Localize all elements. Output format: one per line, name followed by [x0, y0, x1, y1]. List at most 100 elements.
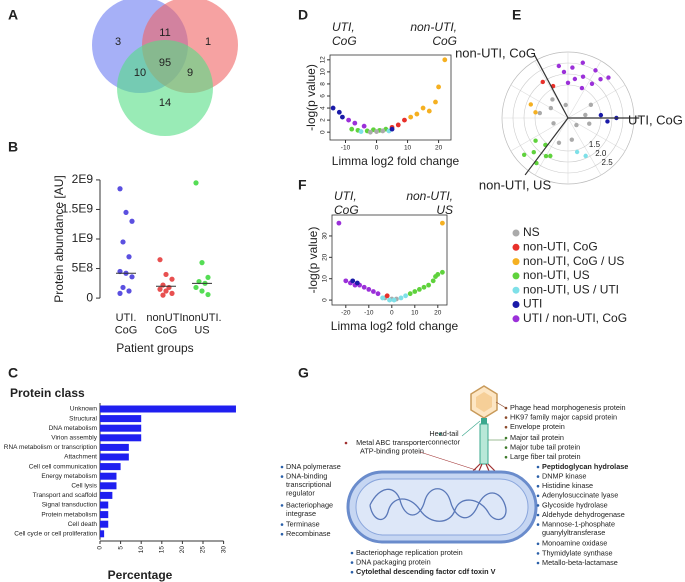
point — [533, 138, 538, 143]
bullet — [536, 542, 540, 546]
point — [565, 80, 571, 86]
point — [126, 288, 132, 294]
protein-label: Major tube tail protein — [510, 443, 580, 452]
y-tick-label: 4 — [320, 106, 327, 110]
point — [414, 111, 420, 117]
x-axis-label: Percentage — [108, 568, 173, 582]
protein-label: Bacteriophage integrase — [286, 500, 333, 517]
point — [352, 120, 358, 126]
bullet — [536, 465, 540, 469]
point — [569, 137, 575, 142]
legend-marker — [512, 229, 520, 237]
legend-label: UTI / non-UTI, CoG — [523, 311, 627, 325]
bar — [100, 520, 109, 528]
axis-line — [534, 54, 569, 119]
point — [391, 297, 397, 303]
panel-letter: D — [298, 7, 308, 23]
connector-line — [419, 451, 477, 471]
y-tick-label: 1E9 — [72, 231, 94, 245]
bullet — [350, 570, 354, 574]
protein-label: Glycoside hydrolase — [542, 500, 608, 509]
category-label: Structural — [69, 415, 97, 422]
point — [374, 129, 379, 134]
category-label: Virion assembly — [51, 435, 98, 442]
point — [395, 122, 401, 128]
y-tick-label: 6 — [320, 94, 327, 98]
point — [587, 121, 592, 126]
point — [375, 291, 381, 297]
point — [126, 254, 132, 260]
legend-marker — [512, 286, 520, 294]
bullet — [504, 416, 508, 419]
y-tick-label: 2E9 — [72, 172, 94, 186]
protein-label: Recombinase — [286, 529, 331, 538]
point — [570, 65, 575, 70]
transporter-label: Metal ABC transporter ATP-binding protein — [356, 438, 428, 455]
point — [408, 114, 414, 120]
point — [117, 290, 123, 296]
x-tick-label: -10 — [364, 310, 374, 317]
point — [551, 121, 556, 126]
bullet — [280, 523, 284, 526]
point — [598, 77, 603, 82]
category-label: Attachment — [64, 454, 97, 461]
point — [199, 260, 205, 266]
phage-tail — [479, 423, 489, 465]
bullet — [438, 432, 442, 436]
x-tick-label: 25 — [200, 546, 207, 554]
point — [389, 126, 395, 132]
point — [550, 97, 555, 102]
category-label: Transport and scaffold — [33, 492, 98, 499]
point — [561, 69, 567, 75]
legend-label: non-UTI, CoG / US — [523, 254, 624, 268]
venn-count: 14 — [159, 97, 171, 109]
point — [349, 126, 355, 132]
point — [417, 286, 422, 292]
point — [548, 105, 554, 111]
x-tick-label: 0 — [375, 145, 379, 152]
panel-letter: B — [8, 139, 18, 155]
category-label: Cell lysis — [71, 483, 97, 490]
r-tick-label: 2.5 — [602, 158, 614, 167]
connector-line — [461, 420, 481, 437]
bullet — [280, 504, 284, 507]
point — [421, 284, 427, 290]
legend-marker — [512, 243, 520, 251]
point — [606, 75, 611, 80]
bullet — [280, 532, 284, 536]
protein-label: DNMP kinase — [542, 472, 586, 481]
point — [572, 76, 578, 82]
bullet — [536, 513, 540, 517]
bullet — [344, 441, 348, 445]
y-tick-label: 0 — [86, 290, 93, 304]
r-tick-label: 1.5 — [589, 140, 601, 149]
x-tick-label: -20 — [341, 310, 351, 317]
category-label: RNA metabolism or transcription — [4, 444, 98, 451]
protein-label: DNA packaging protein — [356, 558, 431, 567]
dna — [369, 488, 507, 522]
y-axis-label: -log(p value) — [304, 64, 318, 131]
left-title: UTI, CoG — [334, 189, 359, 217]
protein-label: Terminase — [286, 520, 320, 529]
point — [403, 293, 408, 299]
axis-line — [524, 117, 569, 176]
legend-label: UTI — [523, 297, 542, 311]
venn-count: 9 — [187, 67, 193, 79]
point — [380, 295, 385, 301]
point — [193, 180, 199, 186]
point — [440, 220, 445, 226]
point — [402, 117, 407, 123]
point — [199, 288, 205, 294]
point — [436, 84, 441, 90]
point — [442, 57, 448, 63]
protein-label: DNA-binding transcriptional regulator — [286, 472, 332, 498]
y-tick-label: 5E8 — [72, 261, 94, 275]
point — [120, 284, 126, 291]
point — [340, 114, 345, 120]
bar — [100, 482, 117, 490]
protein-label: HK97 family major capsid protein — [510, 413, 617, 422]
plot-frame — [329, 54, 452, 141]
point — [588, 102, 594, 108]
point — [540, 79, 545, 85]
